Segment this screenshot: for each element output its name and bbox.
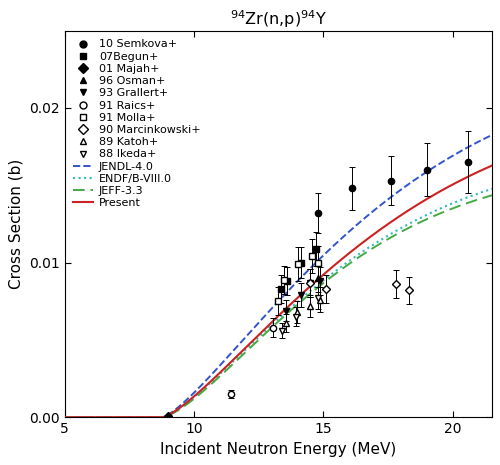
Legend: 10 Semkova+, 07Begun+, 01 Majah+, 96 Osman+, 93 Grallert+, 91 Raics+, 91 Molla+,: 10 Semkova+, 07Begun+, 01 Majah+, 96 Osm… [70,36,204,212]
Y-axis label: Cross Section (b): Cross Section (b) [8,159,24,289]
Title: $^{94}$Zr(n,p)$^{94}$Y: $^{94}$Zr(n,p)$^{94}$Y [230,8,326,30]
X-axis label: Incident Neutron Energy (MeV): Incident Neutron Energy (MeV) [160,442,396,457]
